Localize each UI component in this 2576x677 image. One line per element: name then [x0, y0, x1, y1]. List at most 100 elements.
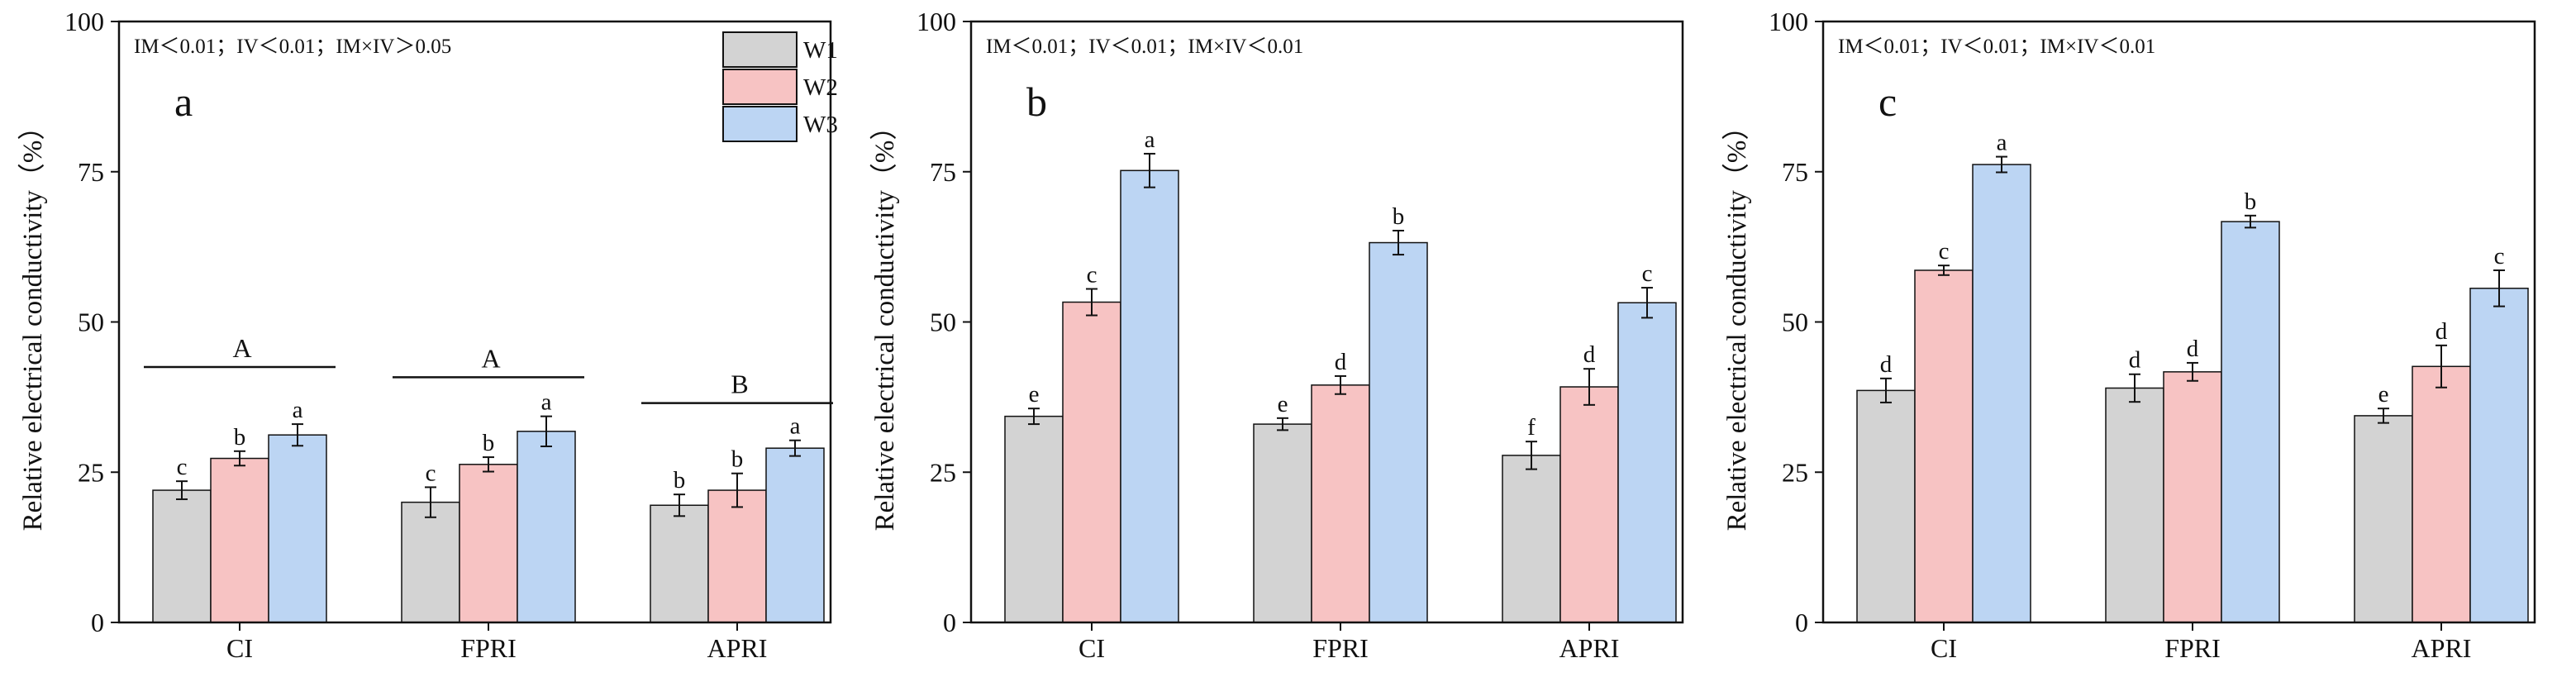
significance-letter: d — [1583, 341, 1596, 368]
legend-swatch-w3 — [722, 106, 798, 142]
y-tick-label: 100 — [64, 7, 104, 36]
bar-b-ci-w3 — [1120, 169, 1179, 623]
bar-c-fpri-w3 — [2221, 221, 2280, 623]
significance-letter: a — [1997, 130, 2007, 156]
chart-panel-c: d c a CI d d b FPRI e d c APRI 0 25 50 75 100 Relative el… — [1722, 7, 2536, 663]
significance-letter: b — [2245, 188, 2257, 215]
chart-panel-b: e c a CI e d b FPRI f d c APRI 0 25 50 75 100 Relative el… — [870, 7, 1684, 663]
significance-letter: b — [731, 446, 744, 473]
legend-swatch-w1 — [722, 31, 798, 68]
x-tick-label: FPRI — [1312, 633, 1369, 663]
legend-swatch-w2 — [722, 69, 798, 105]
bar-b-fpri-w3 — [1369, 241, 1428, 623]
y-axis-title: Relative electrical conductivity（%） — [18, 113, 48, 532]
statistics-note: IM＜0.01；IV＜0.01；IM×IV＜0.01 — [986, 36, 1303, 58]
legend-label: W3 — [803, 112, 838, 138]
bar-a-ci-w3 — [268, 434, 327, 623]
y-tick-label: 50 — [1782, 308, 1808, 337]
significance-letter: e — [2378, 381, 2389, 408]
bar-b-apri-w1 — [1502, 455, 1561, 623]
x-tick-label: FPRI — [2164, 633, 2221, 663]
legend: W1 W2 W3 — [722, 31, 838, 142]
bar-b-apri-w3 — [1617, 302, 1677, 623]
statistics-note: IM＜0.01；IV＜0.01；IM×IV＜0.01 — [1838, 36, 2155, 58]
significance-letter: c — [1087, 262, 1098, 288]
group-letter: A — [481, 343, 500, 373]
y-axis-title: Relative electrical conductivity（%） — [1722, 113, 1752, 532]
bar-c-fpri-w2 — [2163, 371, 2222, 623]
statistics-note: IM＜0.01；IV＜0.01；IM×IV＞0.05 — [134, 36, 451, 58]
panel-label: a — [174, 79, 193, 125]
x-tick-label: FPRI — [460, 633, 517, 663]
panel-label: b — [1026, 79, 1047, 125]
significance-letter: b — [1393, 203, 1405, 230]
legend-label: W1 — [803, 37, 838, 64]
bar-b-fpri-w1 — [1253, 423, 1312, 623]
y-axis-title: Relative electrical conductivity（%） — [870, 113, 900, 532]
significance-letter: d — [1335, 349, 1347, 375]
significance-letter: c — [426, 460, 436, 486]
significance-letter: a — [293, 397, 303, 423]
significance-letter: c — [1939, 238, 1950, 265]
y-tick-label: 0 — [943, 608, 956, 637]
y-tick-label: 0 — [1795, 608, 1808, 637]
bar-a-apri-w1 — [650, 504, 709, 623]
bar-b-fpri-w2 — [1311, 384, 1370, 623]
bar-c-ci-w3 — [1972, 164, 2031, 623]
bar-a-ci-w2 — [210, 457, 269, 623]
bar-a-fpri-w1 — [401, 501, 460, 623]
bar-c-fpri-w1 — [2105, 387, 2164, 623]
y-tick-label: 75 — [78, 157, 104, 187]
significance-letter: d — [2129, 347, 2141, 374]
x-tick-label: CI — [226, 633, 253, 663]
significance-letter: e — [1029, 381, 1040, 408]
y-tick-label: 50 — [78, 308, 104, 337]
y-tick-label: 100 — [917, 7, 956, 36]
chart-panel-a: c b a CI Ac b a FPRI Ab b a APRI B 0 25 50 75 100 Relative… — [18, 7, 833, 663]
bar-b-apri-w2 — [1559, 386, 1619, 623]
significance-letter: d — [2436, 318, 2448, 345]
significance-letter: c — [2494, 243, 2505, 269]
panel-label: c — [1878, 79, 1897, 125]
y-tick-label: 75 — [1782, 157, 1808, 187]
bar-a-apri-w3 — [765, 447, 825, 623]
bar-c-apri-w2 — [2412, 365, 2471, 623]
bar-a-fpri-w3 — [517, 431, 576, 623]
group-letter: B — [731, 369, 748, 399]
legend-label: W2 — [803, 74, 838, 101]
bar-b-ci-w2 — [1062, 301, 1121, 623]
significance-letter: a — [790, 413, 801, 440]
y-tick-label: 75 — [930, 157, 956, 187]
significance-letter: c — [1642, 260, 1653, 287]
bar-a-ci-w1 — [152, 489, 212, 623]
y-tick-label: 50 — [930, 308, 956, 337]
significance-letter: b — [483, 430, 495, 456]
bar-c-apri-w1 — [2354, 415, 2413, 623]
y-tick-label: 25 — [1782, 457, 1808, 487]
significance-letter: f — [1527, 414, 1536, 441]
x-tick-label: APRI — [707, 633, 768, 663]
y-tick-label: 100 — [1769, 7, 1808, 36]
x-tick-label: APRI — [2412, 633, 2472, 663]
bar-c-ci-w1 — [1856, 389, 1916, 623]
y-tick-label: 25 — [930, 457, 956, 487]
x-tick-label: CI — [1078, 633, 1105, 663]
bar-a-apri-w2 — [707, 489, 767, 623]
x-tick-label: APRI — [1559, 633, 1620, 663]
significance-letter: d — [1880, 351, 1893, 378]
bar-c-ci-w2 — [1914, 269, 1974, 623]
significance-letter: e — [1278, 391, 1288, 417]
bar-c-apri-w3 — [2469, 288, 2529, 623]
significance-letter: c — [177, 454, 188, 480]
y-tick-label: 25 — [78, 457, 104, 487]
x-tick-label: CI — [1931, 633, 1957, 663]
significance-letter: a — [541, 389, 552, 416]
significance-letter: b — [674, 467, 686, 493]
y-tick-label: 0 — [91, 608, 104, 637]
significance-letter: d — [2187, 336, 2199, 362]
significance-letter: b — [234, 424, 246, 451]
bar-b-ci-w1 — [1004, 415, 1064, 623]
bar-a-fpri-w2 — [459, 464, 518, 623]
significance-letter: a — [1145, 126, 1155, 153]
